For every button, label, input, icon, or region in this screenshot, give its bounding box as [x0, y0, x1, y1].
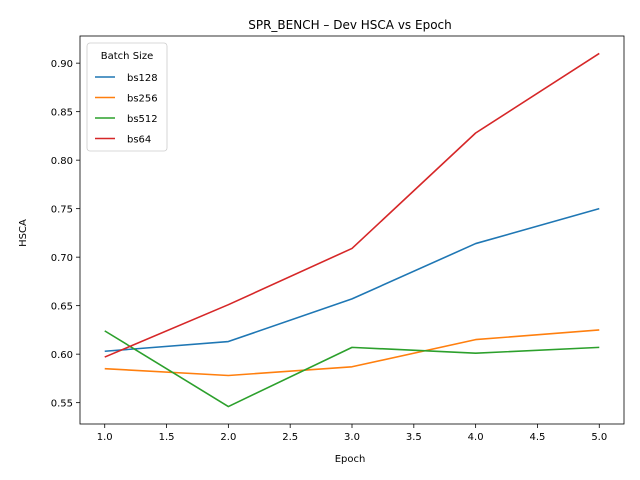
series-line-bs128: [104, 207, 600, 353]
series-line-bs256: [104, 329, 600, 377]
x-tick-label: 4.5: [530, 432, 546, 443]
y-tick-label: 0.65: [51, 302, 73, 313]
y-tick-label: 0.60: [51, 350, 73, 361]
x-tick-label: 3.0: [344, 432, 360, 443]
y-tick-label: 0.55: [51, 399, 73, 410]
legend-label-bs128: bs128: [127, 73, 158, 84]
series-line-bs512: [104, 330, 600, 408]
x-tick-label: 2.5: [282, 432, 298, 443]
y-tick-label: 0.85: [51, 108, 73, 119]
x-tick-label: 1.5: [159, 432, 175, 443]
y-tick-label: 0.80: [51, 156, 73, 167]
y-axis-label: HSCA: [18, 219, 29, 247]
y-tick-label: 0.75: [51, 205, 73, 216]
x-tick-label: 3.5: [406, 432, 422, 443]
x-tick-label: 1.0: [97, 432, 113, 443]
plot-area: 1.0 1.5 2.0 2.5 3.0 3.5 4.0 4.5 5.0 0.55 0.60 0.65 0…: [51, 35, 625, 443]
series-line-bs64: [104, 52, 600, 358]
legend-label-bs256: bs256: [127, 94, 158, 105]
plot-frame: [79, 35, 625, 425]
legend: Batch Size bs128 bs256 bs512 bs64: [86, 42, 168, 152]
chart-title: SPR_BENCH – Dev HSCA vs Epoch: [248, 18, 452, 32]
y-tick-label: 0.70: [51, 253, 73, 264]
legend-box: [86, 42, 168, 152]
legend-title: Batch Size: [101, 51, 153, 62]
x-tick-label: 5.0: [591, 432, 607, 443]
legend-label-bs64: bs64: [127, 135, 151, 146]
x-tick-label: 2.0: [220, 432, 236, 443]
legend-label-bs512: bs512: [127, 114, 158, 125]
x-axis-label: Epoch: [335, 454, 366, 465]
x-tick-label: 4.0: [468, 432, 484, 443]
y-tick-label: 0.90: [51, 59, 73, 70]
